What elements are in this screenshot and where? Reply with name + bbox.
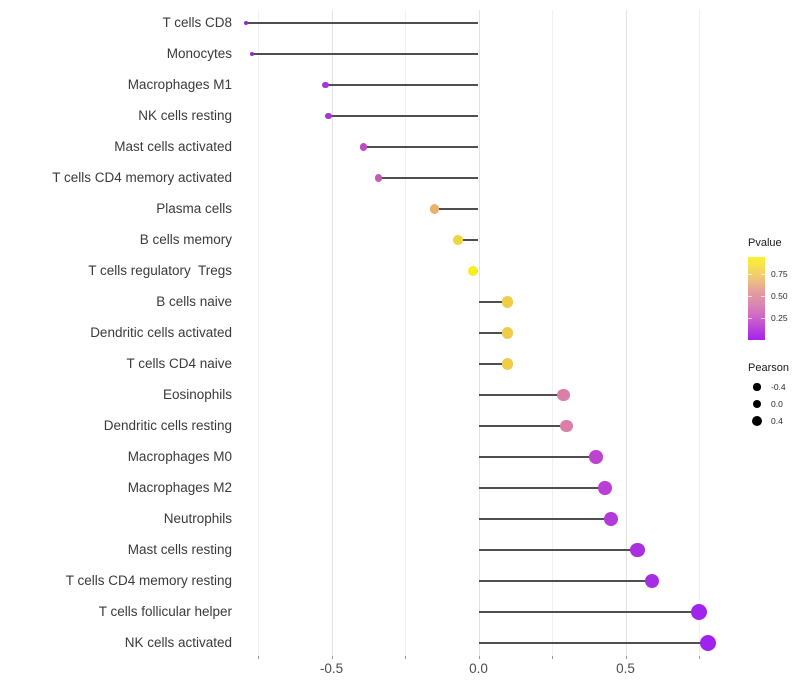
x-axis-tick	[552, 656, 553, 659]
lollipop-stem	[246, 22, 479, 24]
category-label: Neutrophils	[163, 511, 232, 526]
lollipop-dot	[699, 634, 716, 652]
lollipop-dot	[598, 481, 612, 495]
x-axis-tick	[405, 656, 406, 659]
lollipop-stem	[252, 53, 479, 55]
lollipop-dot	[603, 512, 618, 526]
lollipop-dot	[690, 603, 708, 621]
pvalue-colorbar-tick	[748, 295, 752, 297]
lollipop-dot	[325, 112, 332, 120]
lollipop-stem	[478, 611, 699, 613]
lollipop-stem	[434, 208, 479, 210]
lollipop-stem	[478, 580, 652, 582]
pearson-legend-label: 0.4	[771, 416, 783, 426]
category-label: B cells naive	[156, 294, 232, 309]
pvalue-colorbar-gradient	[748, 257, 765, 340]
lollipop-dot	[560, 419, 573, 433]
pvalue-colorbar-tick	[761, 317, 765, 319]
lollipop-dot	[249, 51, 255, 57]
lollipop-stem	[478, 394, 564, 396]
pearson-legend-label: 0.0	[771, 399, 783, 409]
lollipop-dot	[322, 81, 329, 89]
x-axis-tick	[258, 656, 259, 659]
category-label: Eosinophils	[162, 387, 232, 402]
pvalue-colorbar-tick	[748, 273, 752, 275]
lollipop-dot	[244, 20, 249, 26]
pearson-legend-dot	[751, 415, 763, 427]
category-label: Macrophages M1	[127, 77, 232, 92]
lollipop-dot	[589, 450, 603, 464]
category-label: NK cells activated	[124, 635, 232, 650]
x-axis-tick	[331, 656, 333, 659]
lollipop-dot	[429, 204, 439, 214]
pearson-legend-dot	[752, 399, 762, 409]
lollipop-dot	[360, 143, 368, 151]
lollipop-dot	[467, 265, 478, 277]
category-label: Mast cells resting	[127, 542, 232, 557]
lollipop-stem	[328, 115, 479, 117]
category-label: Dendritic cells resting	[103, 418, 232, 433]
category-label: T cells regulatory Tregs	[88, 263, 232, 278]
lollipop-dot	[644, 573, 660, 589]
lollipop-stem	[478, 456, 597, 458]
category-label: Plasma cells	[156, 201, 232, 216]
lollipop-stem	[363, 146, 479, 148]
x-tick-label: 0.5	[616, 661, 635, 676]
x-tick-label: -0.5	[319, 661, 344, 676]
pearson-legend-label: -0.4	[771, 382, 786, 392]
lollipop-stem	[325, 84, 479, 86]
category-label: T cells CD4 naive	[126, 356, 232, 371]
lollipop-stem	[478, 425, 567, 427]
lollipop-dot	[630, 542, 645, 558]
pvalue-legend-title: Pvalue	[748, 237, 782, 249]
lollipop-dot	[502, 358, 514, 370]
category-label: NK cells resting	[138, 108, 232, 123]
gridline-major	[331, 10, 333, 656]
category-label: Macrophages M2	[127, 480, 232, 495]
lollipop-stem	[478, 549, 638, 551]
lollipop-stem	[478, 518, 611, 520]
x-tick-label: 0.0	[469, 661, 488, 676]
pvalue-colorbar-tick	[761, 273, 765, 275]
x-axis-tick	[478, 656, 480, 659]
category-label: Dendritic cells activated	[90, 325, 232, 340]
lollipop-stem	[478, 301, 508, 303]
gridline-minor	[552, 10, 553, 656]
lollipop-stem	[478, 642, 708, 644]
x-axis-tick	[699, 656, 700, 659]
lollipop-dot	[557, 388, 571, 402]
lollipop-dot	[453, 235, 463, 245]
category-label: T cells CD4 memory resting	[65, 573, 232, 588]
pvalue-colorbar-tick	[748, 317, 752, 319]
lollipop-dot	[502, 296, 514, 308]
x-axis-tick	[625, 656, 627, 659]
category-label: T cells follicular helper	[98, 604, 232, 619]
gridline-minor	[258, 10, 259, 656]
pvalue-colorbar-tick	[761, 295, 765, 297]
category-label: T cells CD8	[162, 15, 232, 30]
category-label: Macrophages M0	[127, 449, 232, 464]
category-label: Monocytes	[166, 46, 232, 61]
gridline-minor	[405, 10, 406, 656]
gridline-minor	[699, 10, 700, 656]
pearson-legend-dot	[753, 383, 761, 391]
category-label: B cells memory	[139, 232, 232, 247]
pvalue-tick-label: 0.75	[771, 268, 788, 279]
pvalue-tick-label: 0.50	[771, 290, 788, 301]
lollipop-stem	[478, 332, 508, 334]
lollipop-stem	[457, 239, 479, 241]
lollipop-stem	[478, 487, 605, 489]
category-label: T cells CD4 memory activated	[52, 170, 232, 185]
pvalue-tick-label: 0.25	[771, 312, 788, 323]
lollipop-dot	[374, 174, 383, 182]
gridline-major	[625, 10, 627, 656]
category-label: Mast cells activated	[114, 139, 232, 154]
pearson-legend-title: Pearson	[748, 362, 789, 374]
lollipop-stem	[478, 363, 508, 365]
lollipop-stem	[378, 177, 479, 179]
lollipop-dot	[502, 327, 514, 339]
